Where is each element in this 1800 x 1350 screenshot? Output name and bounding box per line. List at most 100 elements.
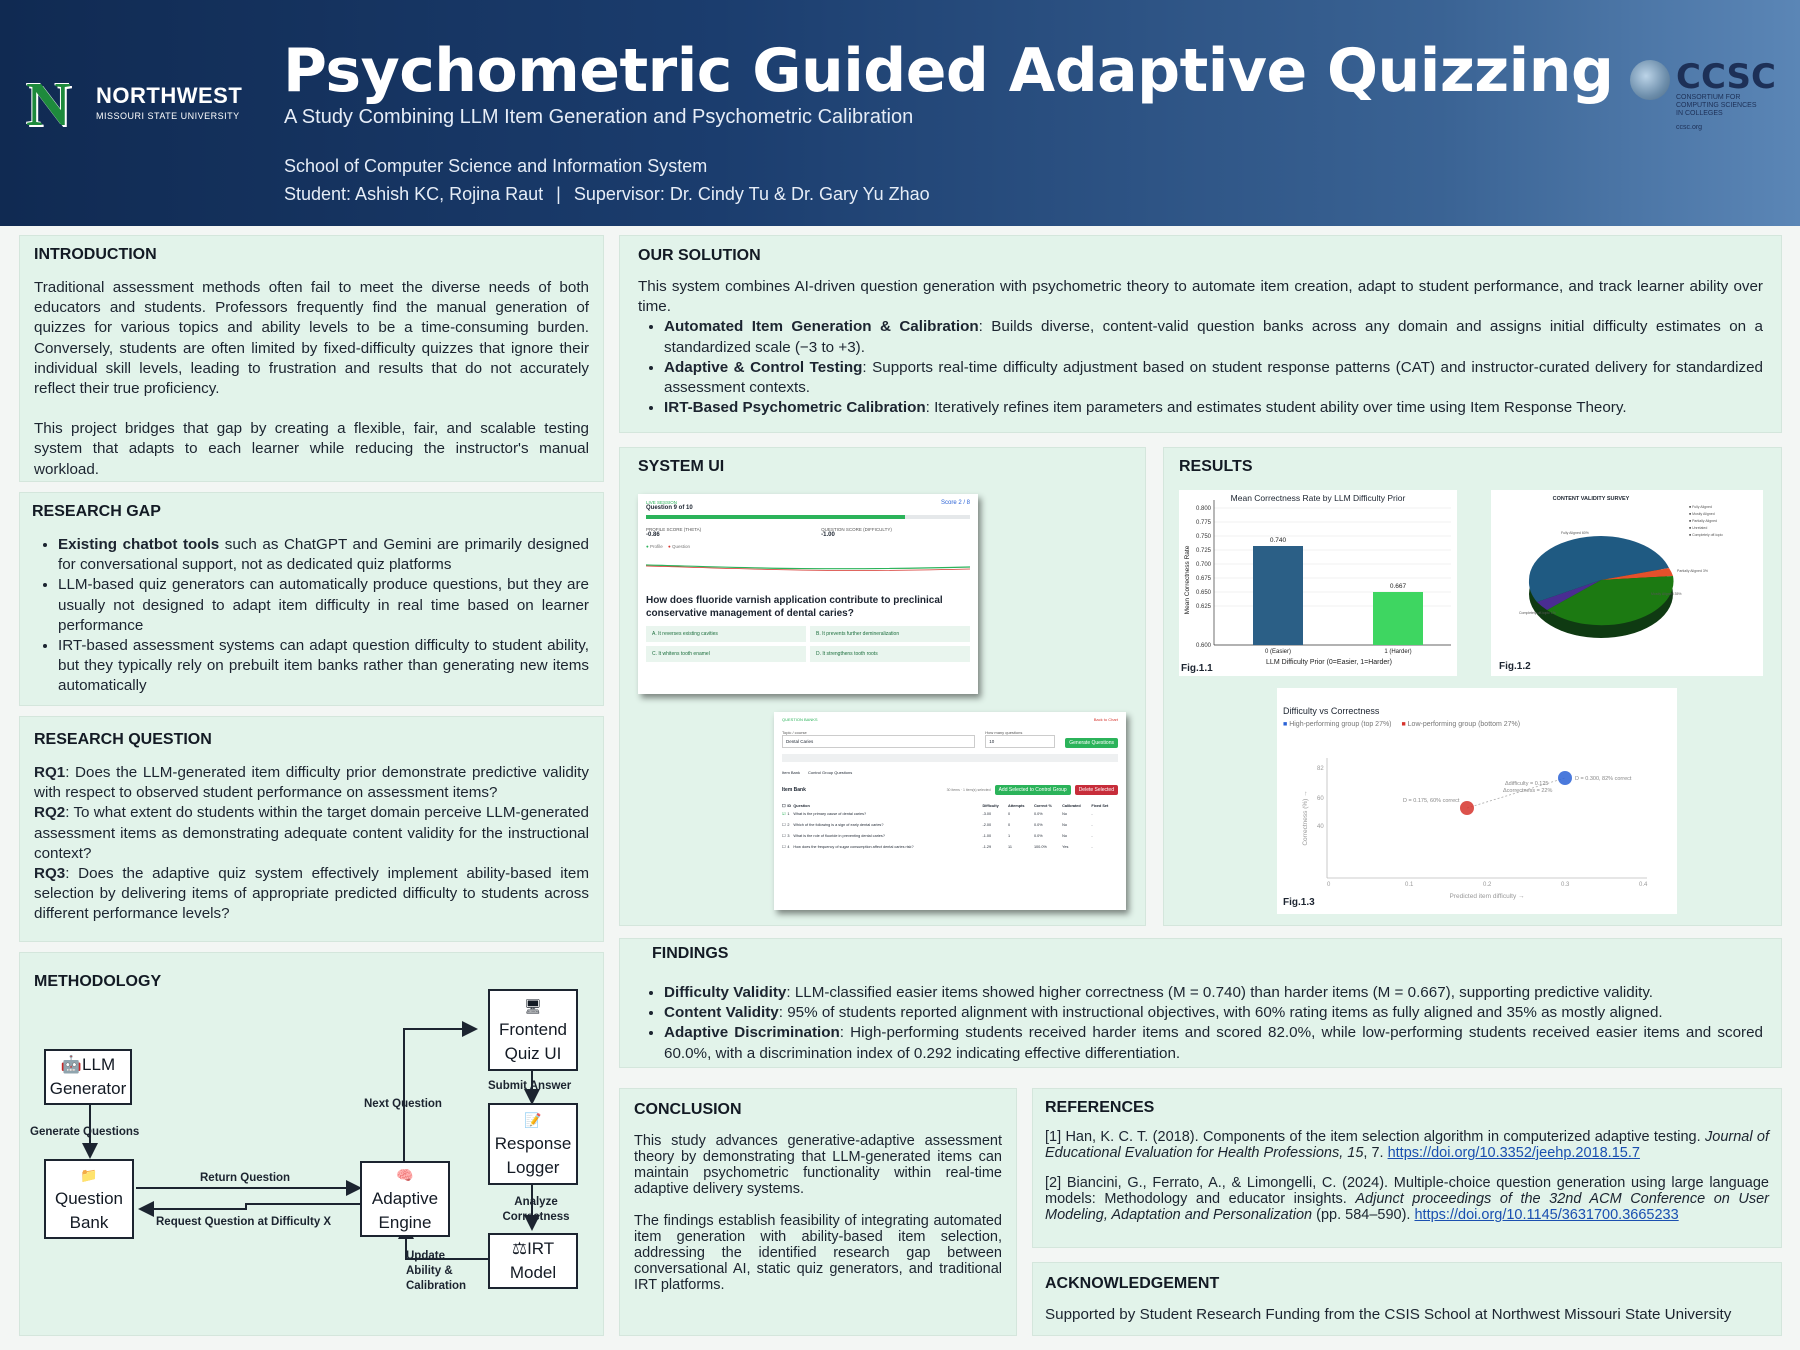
section-heading: INTRODUCTION — [34, 246, 157, 263]
svg-text:Completely off-topic 1%: Completely off-topic 1% — [1519, 611, 1556, 615]
system-ui-panel: SYSTEM UI LIVE SESSION Question 9 of 10 … — [619, 447, 1146, 926]
question-bank-screenshot: QUESTION BANKS Back to Chart Topic / cou… — [774, 712, 1126, 910]
irt-model-box: ⚖IRT Model — [488, 1233, 578, 1289]
delete-selected-button[interactable]: Delete Selected — [1074, 785, 1118, 795]
svg-text:Δcorrectness = 22%: Δcorrectness = 22% — [1503, 788, 1552, 794]
intro-paragraph-1: Traditional assessment methods often fai… — [34, 279, 589, 398]
label-next-question: Next Question — [364, 1098, 442, 1110]
list-item: Adaptive & Control Testing: Supports rea… — [664, 358, 1763, 398]
rq3: RQ3: Does the adaptive quiz system effec… — [34, 865, 589, 923]
list-item: Existing chatbot tools such as ChatGPT a… — [58, 535, 589, 575]
svg-text:0.775: 0.775 — [1196, 520, 1212, 526]
theta-line-chart — [645, 564, 971, 571]
ccsc-line2: COMPUTING SCIENCES — [1676, 102, 1757, 109]
label-submit-answer: Submit Answer — [488, 1080, 572, 1092]
response-logger-box: 📝 Response Logger — [488, 1103, 578, 1185]
svg-text:D = 0.300, 82% correct: D = 0.300, 82% correct — [1575, 776, 1632, 782]
solution-panel: OUR SOLUTION This system combines AI-dri… — [619, 235, 1782, 433]
section-heading: FINDINGS — [652, 945, 729, 962]
add-to-control-group-button[interactable]: Add Selected to Control Group — [994, 785, 1071, 795]
ccsc-url: ccsc.org — [1676, 124, 1703, 131]
count-input[interactable]: 10 — [985, 735, 1056, 748]
section-heading: SYSTEM UI — [638, 458, 725, 475]
label-request-question: Request Question at Difficulty X — [156, 1216, 332, 1228]
frontend-quiz-ui-box: 🖥 Frontend Quiz UI — [488, 989, 578, 1071]
fig-caption: Fig.1.1 — [1181, 663, 1213, 674]
table-row: ☐ 2 Which of the following is a sign of ea… — [782, 822, 1093, 828]
conclusion-panel: CONCLUSION This study advances generativ… — [619, 1088, 1017, 1336]
svg-text:■ Fully Aligned: ■ Fully Aligned — [1689, 505, 1712, 509]
answer-option-d[interactable]: D. It strengthens tooth roots — [810, 646, 970, 662]
students: Student: Ashish KC, Rojina Raut — [284, 184, 544, 204]
svg-text:0.750: 0.750 — [1196, 534, 1212, 540]
list-item: IRT-based assessment systems can adapt q… — [58, 636, 589, 697]
list-item: LLM-based quiz generators can automatica… — [58, 575, 589, 636]
northwest-logo: N NORTHWEST MISSOURI STATE UNIVERSITY — [18, 70, 242, 136]
scale-icon: ⚖ — [511, 1239, 528, 1258]
reference-2: [2] Biancini, G., Ferrato, A., & Limonge… — [1045, 1175, 1769, 1223]
section-heading: CONCLUSION — [634, 1101, 742, 1118]
answer-option-b[interactable]: B. It prevents further demineralization — [810, 626, 970, 642]
ccsc-name: CCSC — [1676, 57, 1776, 97]
research-question-panel: RESEARCH QUESTION RQ1: Does the LLM-gene… — [19, 716, 604, 942]
list-item: Automated Item Generation & Calibration:… — [664, 317, 1763, 357]
svg-text:0.675: 0.675 — [1196, 576, 1212, 582]
chart-title: Difficulty vs Correctness — [1283, 706, 1380, 716]
rq2: RQ2: To what extent do students within t… — [34, 804, 589, 862]
svg-text:60: 60 — [1317, 796, 1324, 802]
memo-icon: 📝 — [524, 1112, 542, 1128]
answer-option-a[interactable]: A. It reverses existing cavities — [646, 626, 806, 642]
solution-intro: This system combines AI-driven question … — [638, 278, 1763, 316]
brain-icon: 🧠 — [396, 1167, 414, 1183]
svg-text:0.4: 0.4 — [1639, 882, 1648, 888]
svg-text:0.700: 0.700 — [1196, 562, 1212, 568]
svg-text:0.725: 0.725 — [1196, 548, 1212, 554]
ccsc-line1: CONSORTIUM FOR — [1676, 94, 1741, 101]
tab-control-group[interactable]: Control Group Questions — [808, 770, 853, 775]
svg-text:0.600: 0.600 — [1196, 643, 1212, 649]
ccsc-logo: CCSC CONSORTIUM FOR COMPUTING SCIENCES I… — [1630, 60, 1776, 131]
section-heading: REFERENCES — [1045, 1099, 1155, 1116]
svg-text:D = 0.175, 60% correct: D = 0.175, 60% correct — [1403, 798, 1460, 804]
svg-text:0.667: 0.667 — [1390, 583, 1407, 590]
scatter-legend: ■ High-performing group (top 27%) ■ Low-… — [1283, 721, 1521, 728]
llm-generator-box: 🤖LLM Generator — [44, 1049, 132, 1105]
conclusion-paragraph-1: This study advances generative-adaptive … — [634, 1133, 1002, 1197]
pie-chart-figure: CONTENT VALIDITY SURVEY ■ Fully Aligned … — [1491, 490, 1763, 676]
section-heading: OUR SOLUTION — [638, 247, 761, 264]
authors-line: Student: Ashish KC, Rojina Raut | Superv… — [284, 184, 930, 205]
svg-text:■ Completely off-topic: ■ Completely off-topic — [1689, 533, 1723, 537]
svg-text:0 (Easier): 0 (Easier) — [1265, 649, 1291, 655]
svg-text:■ Mostly Aligned: ■ Mostly Aligned — [1689, 512, 1715, 516]
list-item: Adaptive Discrimination: High-performing… — [664, 1023, 1763, 1063]
svg-text:Predicted item difficulty →: Predicted item difficulty → — [1449, 893, 1524, 900]
methodology-panel: METHODOLOGY 🤖LLM Generator 📁 Question Ba… — [19, 952, 604, 1336]
folder-icon: 📁 — [80, 1167, 98, 1183]
svg-text:0.800: 0.800 — [1196, 506, 1212, 512]
section-heading: RESEARCH GAP — [32, 503, 161, 520]
list-item: Content Validity: 95% of students report… — [664, 1003, 1763, 1023]
tab-item-bank[interactable]: Item Bank — [782, 770, 801, 775]
label-update-ability: Update Ability & Calibration — [406, 1250, 467, 1292]
table-row: ☑ 1 What is the primary cause of dental ca… — [782, 811, 1093, 817]
generate-questions-button[interactable]: Generate Questions — [1065, 738, 1118, 748]
school-name: School of Computer Science and Informati… — [284, 156, 708, 176]
section-heading: ACKNOWLEDGEMENT — [1045, 1275, 1220, 1292]
doi-link[interactable]: https://doi.org/10.1145/3631700.3665233 — [1414, 1207, 1679, 1223]
separator: | — [556, 184, 561, 204]
table-row: ☐ 3 What is the role of fluoride in preven… — [782, 833, 1093, 839]
svg-text:0.2: 0.2 — [1483, 882, 1492, 888]
back-link[interactable]: Back to Chart — [1093, 717, 1118, 722]
section-heading: RESULTS — [1179, 458, 1253, 475]
poster-title: Psychometric Guided Adaptive Quizzing — [283, 36, 1614, 106]
globe-icon — [1630, 60, 1670, 100]
svg-text:Fully Aligned 60%: Fully Aligned 60% — [1561, 531, 1589, 535]
svg-text:Partially Aligned 3%: Partially Aligned 3% — [1677, 569, 1708, 573]
scatter-chart-figure: Difficulty vs Correctness ■ High-perform… — [1277, 688, 1677, 914]
acknowledgement-text: Supported by Student Research Funding fr… — [1045, 1306, 1732, 1323]
monitor-icon: 🖥 — [524, 998, 542, 1014]
doi-link[interactable]: https://doi.org/10.3352/jeehp.2018.15.7 — [1387, 1145, 1640, 1161]
section-heading: RESEARCH QUESTION — [34, 731, 212, 748]
topic-input[interactable]: Dental Caries — [782, 735, 976, 748]
answer-option-c[interactable]: C. It whitens tooth enamel — [646, 646, 806, 662]
